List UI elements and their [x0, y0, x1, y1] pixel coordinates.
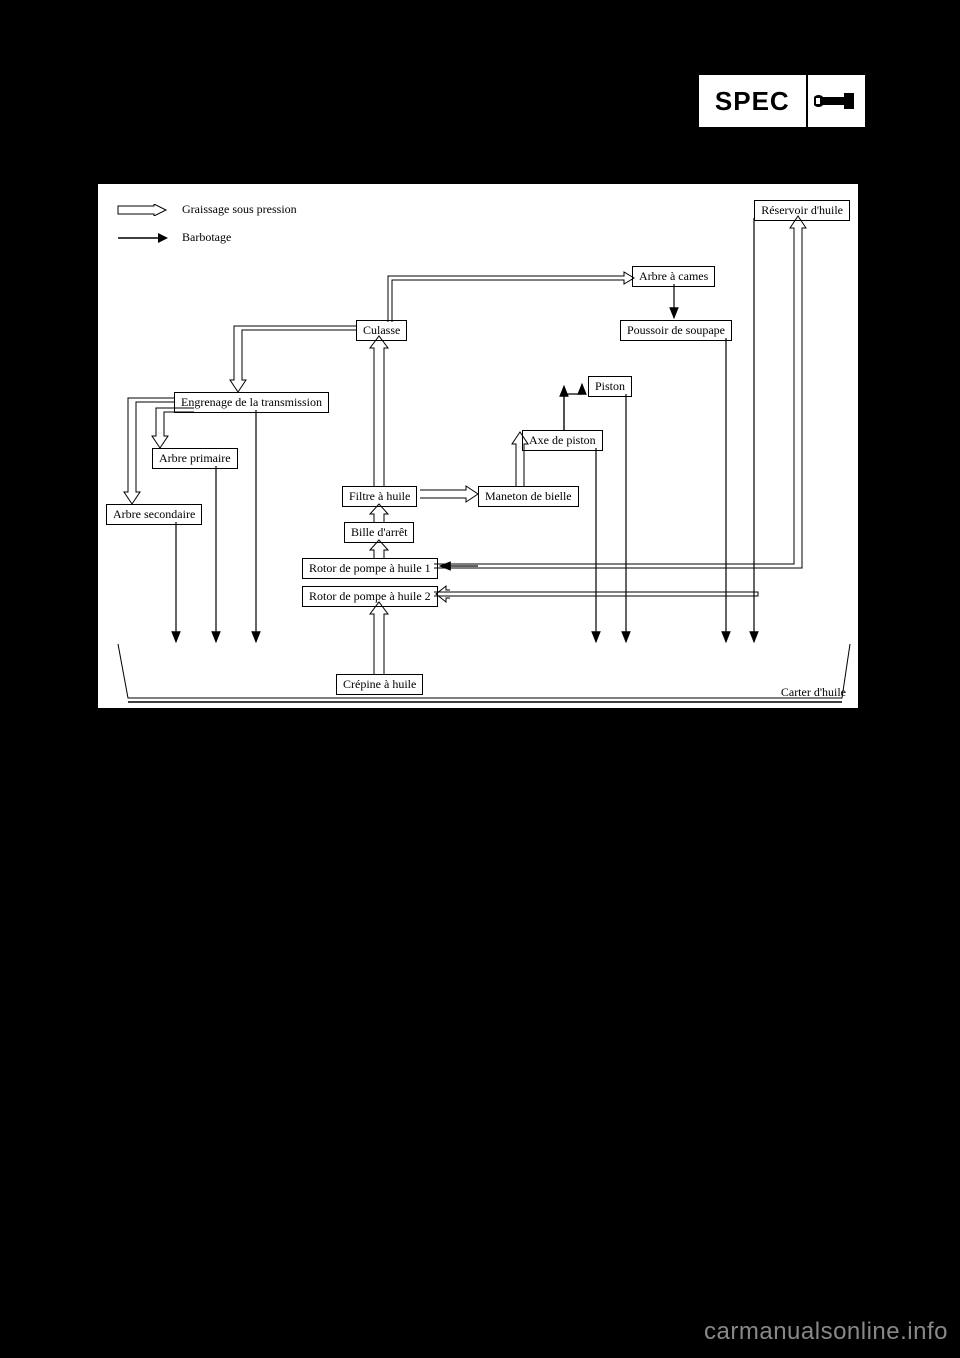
node-reservoir: Réservoir d'huile: [754, 200, 850, 221]
node-culasse: Culasse: [356, 320, 407, 341]
diagram-lines: [98, 184, 858, 708]
node-rotor2: Rotor de pompe à huile 2: [302, 586, 438, 607]
node-engrenage: Engrenage de la transmission: [174, 392, 329, 413]
spec-badge: SPEC: [696, 72, 868, 130]
carter-label: Carter d'huile: [781, 685, 846, 700]
node-maneton: Maneton de bielle: [478, 486, 579, 507]
node-rotor1: Rotor de pompe à huile 1: [302, 558, 438, 579]
node-piston: Piston: [588, 376, 632, 397]
node-arbre-secondaire: Arbre secondaire: [106, 504, 202, 525]
legend-splash-arrow-icon: [116, 232, 168, 244]
spec-badge-wrench-icon: [808, 75, 865, 127]
watermark: carmanualsonline.info: [704, 1318, 948, 1346]
node-crepine: Crépine à huile: [336, 674, 423, 695]
legend-pressure-arrow-icon: [116, 204, 168, 216]
node-bille: Bille d'arrêt: [344, 522, 414, 543]
node-axe-piston: Axe de piston: [522, 430, 603, 451]
spec-badge-text: SPEC: [699, 75, 808, 127]
node-arbre-cames: Arbre à cames: [632, 266, 715, 287]
node-arbre-primaire: Arbre primaire: [152, 448, 238, 469]
node-poussoir: Poussoir de soupape: [620, 320, 732, 341]
legend-pressure-label: Graissage sous pression: [182, 202, 297, 217]
node-filtre: Filtre à huile: [342, 486, 417, 507]
legend-splash-label: Barbotage: [182, 230, 231, 245]
lubrication-diagram: Graissage sous pression Barbotage Réserv…: [98, 184, 858, 708]
